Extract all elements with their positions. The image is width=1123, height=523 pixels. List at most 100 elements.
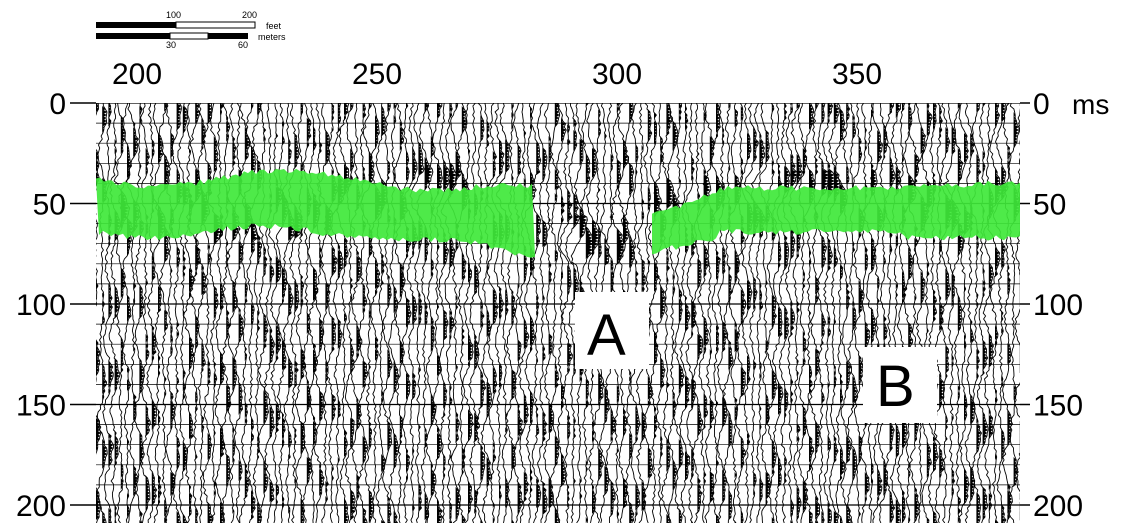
wiggle-trace (672, 103, 685, 523)
wiggle-trace (146, 103, 158, 523)
wiggle-trace (653, 103, 667, 523)
wiggle-trace (313, 103, 325, 523)
wiggle-trace-fill (815, 103, 821, 523)
wiggle-trace (709, 103, 724, 523)
wiggle-trace-fill (623, 139, 630, 508)
scale-bar-feet-tick-200: 200 (242, 10, 257, 20)
wiggle-trace (113, 103, 131, 523)
marker-b-background (863, 347, 937, 423)
wiggle-trace-fill (548, 136, 554, 508)
wiggle-trace-fill (933, 103, 939, 523)
wiggle-trace (933, 103, 945, 523)
wiggle-trace (220, 103, 232, 523)
wiggle-trace (108, 103, 122, 523)
wiggle-trace-fill (232, 136, 240, 514)
wiggle-trace (281, 103, 297, 523)
wiggle-trace (440, 103, 458, 523)
right-axis-tick-label: 50 (1033, 189, 1066, 222)
wiggle-trace (511, 103, 524, 523)
wiggle-trace (165, 103, 176, 523)
wiggle-trace (543, 103, 555, 523)
wiggle-trace-fill (437, 103, 443, 523)
wiggle-trace (485, 103, 499, 523)
wiggle-trace (666, 103, 681, 523)
wiggle-trace-fill (207, 103, 213, 523)
right-axis-tick-label: 200 (1033, 490, 1083, 523)
wiggle-trace-fill (988, 139, 994, 511)
wiggle-trace-fill (982, 103, 989, 520)
left-axis-tick-label: 50 (33, 189, 66, 222)
wiggle-trace-fill (561, 118, 567, 487)
wiggle-trace (462, 103, 474, 523)
wiggle-trace (185, 103, 202, 523)
wiggle-trace (336, 103, 352, 523)
wiggle-trace-fill (796, 103, 803, 520)
wiggle-trace (344, 103, 356, 523)
wiggle-trace (360, 103, 375, 523)
wiggle-trace-fill (598, 109, 604, 481)
wiggle-trace-fill (691, 157, 697, 523)
scale-bar-feet-black-segment (96, 22, 176, 28)
wiggle-trace (679, 103, 691, 523)
wiggle-trace (696, 103, 712, 523)
wiggle-trace-fill (610, 154, 617, 517)
wiggle-trace-fill (771, 103, 778, 523)
wiggle-trace (139, 103, 151, 523)
wiggle-trace (813, 103, 831, 523)
wiggle-trace (183, 103, 196, 523)
wiggle-trace-fill (604, 133, 610, 496)
wiggle-trace (375, 103, 388, 523)
wiggle-trace-fill (790, 103, 799, 523)
wiggle-trace-fill (449, 103, 458, 523)
wiggle-trace (750, 103, 767, 523)
horizon-band (96, 168, 535, 258)
marker-b: B (863, 347, 937, 423)
wiggle-trace (134, 103, 146, 523)
marker-b-label: B (876, 354, 915, 419)
wiggle-trace (300, 103, 313, 523)
wiggle-trace (549, 103, 561, 523)
wiggle-trace (431, 103, 444, 523)
wiggle-trace (691, 103, 704, 523)
wiggle-trace (195, 103, 211, 523)
wiggle-trace (788, 103, 804, 523)
wiggle-trace-fill (666, 103, 674, 523)
wiggle-trace (316, 103, 334, 523)
wiggle-trace (907, 103, 921, 523)
wiggle-trace-fill (554, 103, 560, 523)
scale-bar-meters-white-segment (169, 32, 209, 40)
left-axis-tick-label: 150 (16, 390, 66, 423)
wiggle-trace-fill (530, 106, 537, 493)
wiggle-trace-fill (164, 103, 170, 523)
wiggle-trace-fill (474, 193, 480, 514)
scale-bar-meters-tick-30: 30 (166, 40, 176, 50)
wiggle-trace-fill (957, 103, 965, 523)
wiggle-trace-fill (387, 103, 392, 523)
wiggle-trace-fill (468, 148, 474, 514)
left-axis-tick-label: 100 (16, 289, 66, 322)
wiggle-trace (716, 103, 728, 523)
wiggle-trace (782, 103, 800, 523)
wiggle-trace (964, 103, 976, 523)
wiggle-trace-fill (573, 118, 580, 484)
wiggle-trace (226, 103, 241, 523)
wiggle-trace-fill (1019, 103, 1020, 520)
scale-bar-meters-black-segment-2 (208, 33, 248, 39)
wiggle-trace (863, 103, 878, 523)
wiggle-trace (329, 103, 346, 523)
wiggle-trace (102, 103, 114, 523)
wiggle-trace (436, 103, 451, 523)
wiggle-trace-fill (1007, 103, 1013, 520)
wiggle-trace-fill (455, 103, 462, 520)
wiggle-trace-fill (833, 103, 840, 523)
wiggle-trace (982, 103, 995, 523)
wiggle-trace-fill (852, 115, 858, 481)
wiggle-trace (491, 103, 505, 523)
left-axis-tick-label: 0 (49, 88, 66, 121)
top-axis-tick-label: 350 (832, 58, 882, 91)
scale-bar-feet-tick-100: 100 (166, 10, 181, 20)
right-axis-tick-label: 100 (1033, 289, 1083, 322)
wiggle-trace-fill (523, 130, 529, 502)
wiggle-trace (809, 103, 821, 523)
wiggle-trace-fill (920, 127, 930, 370)
